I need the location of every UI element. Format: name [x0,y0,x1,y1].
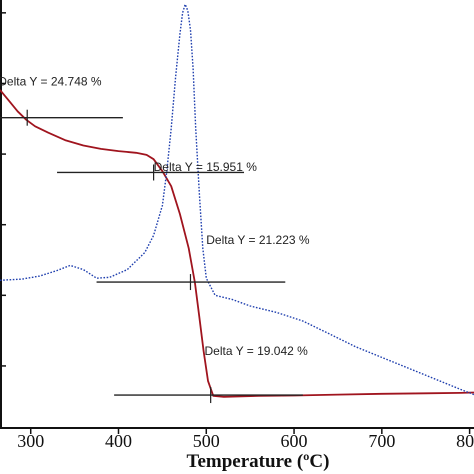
delta-y-annotation-0: Delta Y = 24.748 % [0,75,102,89]
x-axis-tick-label-300: 300 [17,431,44,451]
delta-y-annotation-1: Delta Y = 15.951 % [154,160,258,174]
x-axis-tick-label-800: 800 [456,431,474,451]
x-axis-tick-label-600: 600 [281,431,308,451]
x-axis: 300 400 500 600 700 800 [0,427,474,451]
x-axis-tick-label-500: 500 [193,431,220,451]
x-axis-tick-label-700: 700 [368,431,395,451]
chart-marks: Delta Y = 24.748 % Delta Y = 15.951 % Delt… [0,3,474,404]
x-axis-title: Temperature (ºC) [187,451,330,472]
delta-y-annotation-2: Delta Y = 21.223 % [206,233,310,247]
x-axis-tick-label-400: 400 [105,431,132,451]
plot-area [0,0,6,428]
delta-y-annotation-3: Delta Y = 19.042 % [205,344,309,358]
